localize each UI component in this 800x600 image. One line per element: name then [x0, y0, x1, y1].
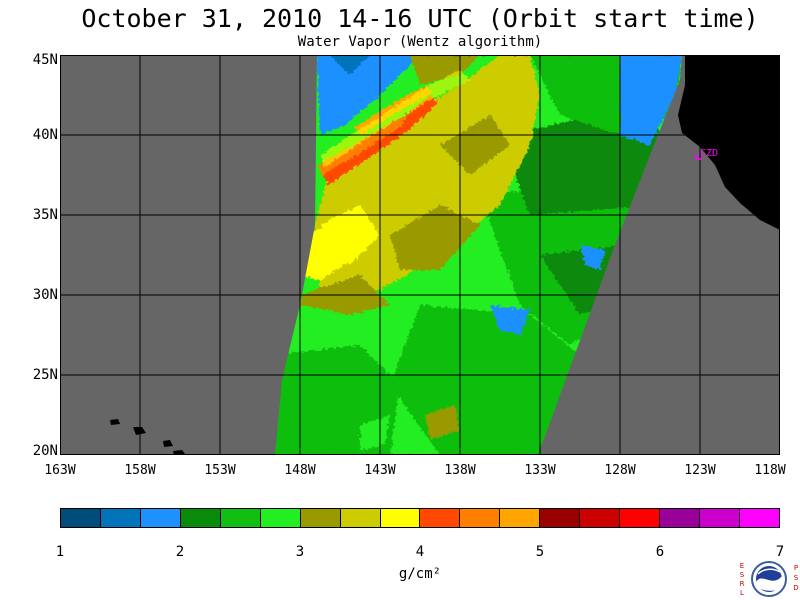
page-subtitle: Water Vapor (Wentz algorithm): [297, 34, 543, 50]
graticule: [60, 55, 780, 455]
colorbar-swatch-10: [460, 509, 501, 527]
lon-label-158w: 158W: [124, 463, 156, 478]
lat-label-30n: 30N: [32, 287, 58, 303]
colorbar-tick-5: 5: [535, 544, 545, 560]
colorbar-tick-3: 3: [295, 544, 305, 560]
colorbar-tick-7: 7: [775, 544, 785, 560]
colorbar-tick-4: 4: [415, 544, 425, 560]
colorbar-units: g/cm²: [398, 566, 442, 582]
colorbar-tick-1: 1: [55, 544, 65, 560]
colorbar-swatch-15: [660, 509, 700, 527]
lat-label-40n: 40N: [32, 127, 58, 143]
colorbar-swatch-7: [340, 509, 381, 527]
lat-label-45n: 45N: [32, 52, 58, 68]
colorbar-tick-6: 6: [655, 544, 665, 560]
colorbar-swatch-2: [140, 509, 181, 527]
station-marker-czd: CZD: [695, 148, 718, 160]
colorbar-swatch-8: [380, 509, 421, 527]
colorbar-swatch-14: [620, 509, 661, 527]
colorbar-swatch-11: [500, 509, 541, 527]
colorbar-swatch-0: [61, 509, 101, 527]
lon-label-133w: 133W: [524, 463, 556, 478]
page-title: October 31, 2010 14-16 UTC (Orbit start …: [81, 4, 759, 33]
colorbar-swatch-1: [100, 509, 141, 527]
colorbar-swatch-5: [260, 509, 301, 527]
lat-label-25n: 25N: [32, 367, 58, 383]
station-pointer-icon: [695, 153, 702, 160]
lon-label-153w: 153W: [204, 463, 236, 478]
colorbar: [60, 508, 780, 528]
lat-label-35n: 35N: [32, 207, 58, 223]
colorbar-swatch-13: [580, 509, 621, 527]
lon-label-138w: 138W: [444, 463, 476, 478]
lat-label-20n: 20N: [32, 443, 58, 459]
lon-label-123w: 123W: [684, 463, 716, 478]
colorbar-swatch-9: [420, 509, 461, 527]
lon-label-128w: 128W: [604, 463, 636, 478]
water-vapor-map: CZD: [60, 55, 780, 455]
lon-label-143w: 143W: [364, 463, 396, 478]
colorbar-tick-2: 2: [175, 544, 185, 560]
colorbar-swatch-3: [180, 509, 221, 527]
colorbar-swatch-6: [300, 509, 341, 527]
colorbar-swatch-12: [540, 509, 581, 527]
lon-label-163w: 163W: [44, 463, 76, 478]
lon-label-148w: 148W: [284, 463, 316, 478]
lon-label-118w: 118W: [754, 463, 786, 478]
colorbar-swatch-17: [739, 509, 779, 527]
land-masses: [110, 55, 780, 455]
colorbar-swatch-16: [700, 509, 740, 527]
station-label: CZD: [700, 148, 718, 159]
colorbar-swatch-4: [220, 509, 261, 527]
